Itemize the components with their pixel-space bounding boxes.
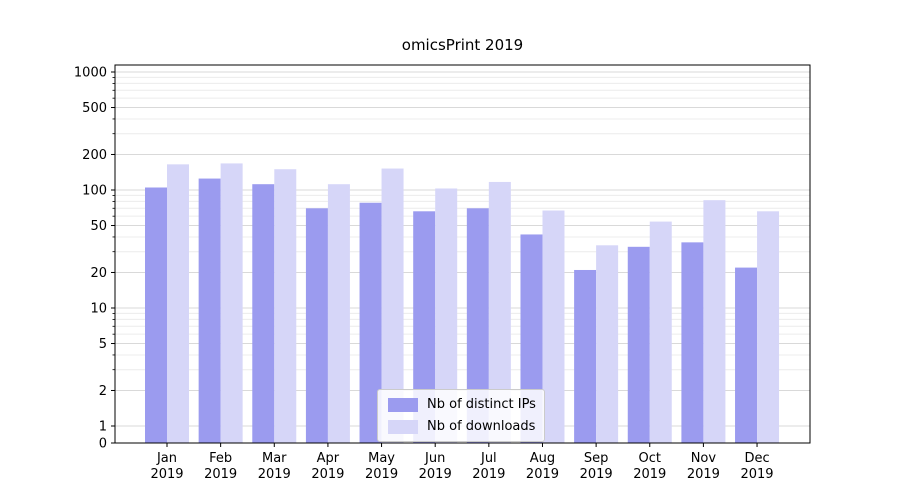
- bar-distinct-ips: [627, 246, 650, 443]
- bar-downloads: [167, 164, 189, 443]
- legend-swatch-downloads: [388, 419, 418, 434]
- y-tick-label: 0: [99, 437, 107, 452]
- x-tick-label-month: Aug: [530, 451, 555, 466]
- x-tick-label-year: 2019: [150, 467, 183, 482]
- y-tick-label: 5: [99, 337, 107, 352]
- y-tick-label: 10: [90, 302, 107, 317]
- bar-distinct-ips: [305, 208, 328, 443]
- bar-distinct-ips: [252, 184, 275, 444]
- y-tick-label: 1: [99, 420, 107, 435]
- bar-downloads: [488, 181, 511, 443]
- y-tick-label: 100: [82, 184, 107, 199]
- bar-distinct-ips: [145, 187, 167, 443]
- bar-downloads: [274, 169, 297, 443]
- legend-label-distinct-ips: Nb of distinct IPs: [427, 397, 536, 412]
- legend-swatch-distinct-ips: [388, 397, 418, 412]
- bar-distinct-ips: [413, 211, 436, 443]
- legend-label-downloads: Nb of downloads: [427, 419, 536, 434]
- x-tick-label-year: 2019: [633, 467, 666, 482]
- legend-entry-downloads: Nb of downloads: [388, 419, 536, 434]
- x-tick-label-month: Oct: [639, 451, 661, 466]
- bar-downloads: [220, 163, 243, 443]
- x-tick-label-month: Sep: [584, 451, 609, 466]
- bar-downloads: [435, 188, 458, 443]
- x-tick-label-month: Apr: [317, 451, 340, 466]
- x-tick-label-year: 2019: [419, 467, 452, 482]
- bar-downloads: [542, 210, 565, 443]
- legend: Nb of distinct IPs Nb of downloads: [377, 389, 545, 442]
- y-tick-label: 200: [82, 148, 107, 163]
- bar-distinct-ips: [359, 202, 382, 443]
- y-tick-label: 20: [90, 266, 107, 281]
- y-tick-label: 500: [82, 101, 107, 116]
- x-tick-label-month: Dec: [744, 451, 769, 466]
- x-tick-label-month: Mar: [262, 451, 287, 466]
- x-tick-label-year: 2019: [740, 467, 773, 482]
- bar-distinct-ips: [466, 208, 489, 443]
- x-tick-label-year: 2019: [204, 467, 237, 482]
- bar-downloads: [703, 200, 726, 443]
- x-tick-label-year: 2019: [365, 467, 398, 482]
- x-tick-label-month: Feb: [209, 451, 232, 466]
- x-tick-label-year: 2019: [311, 467, 344, 482]
- axes-border: [114, 64, 811, 444]
- x-tick-label-year: 2019: [687, 467, 720, 482]
- x-tick-label-month: Jun: [424, 451, 445, 466]
- y-tick-label: 50: [90, 219, 107, 234]
- x-tick-label-year: 2019: [580, 467, 613, 482]
- x-tick-label-month: Jul: [480, 451, 497, 466]
- bar-downloads: [649, 221, 672, 443]
- x-tick-label-month: Jan: [156, 451, 177, 466]
- x-tick-label-month: Nov: [691, 451, 717, 466]
- y-tick-label: 2: [99, 384, 107, 399]
- x-tick-label-year: 2019: [526, 467, 559, 482]
- bar-downloads: [327, 184, 350, 444]
- bar-distinct-ips: [198, 178, 221, 443]
- bar-distinct-ips: [574, 269, 597, 443]
- bar-downloads: [757, 211, 780, 443]
- x-tick-label-year: 2019: [258, 467, 291, 482]
- chart-title: omicsPrint 2019: [401, 36, 524, 54]
- bar-distinct-ips: [681, 242, 704, 443]
- y-tick-label: 1000: [74, 66, 107, 81]
- bar-downloads: [596, 245, 619, 443]
- x-tick-label-year: 2019: [472, 467, 505, 482]
- bar-downloads: [381, 168, 404, 443]
- bar-distinct-ips: [735, 267, 758, 443]
- legend-entry-distinct-ips: Nb of distinct IPs: [388, 397, 536, 412]
- x-tick-label-month: May: [368, 451, 395, 466]
